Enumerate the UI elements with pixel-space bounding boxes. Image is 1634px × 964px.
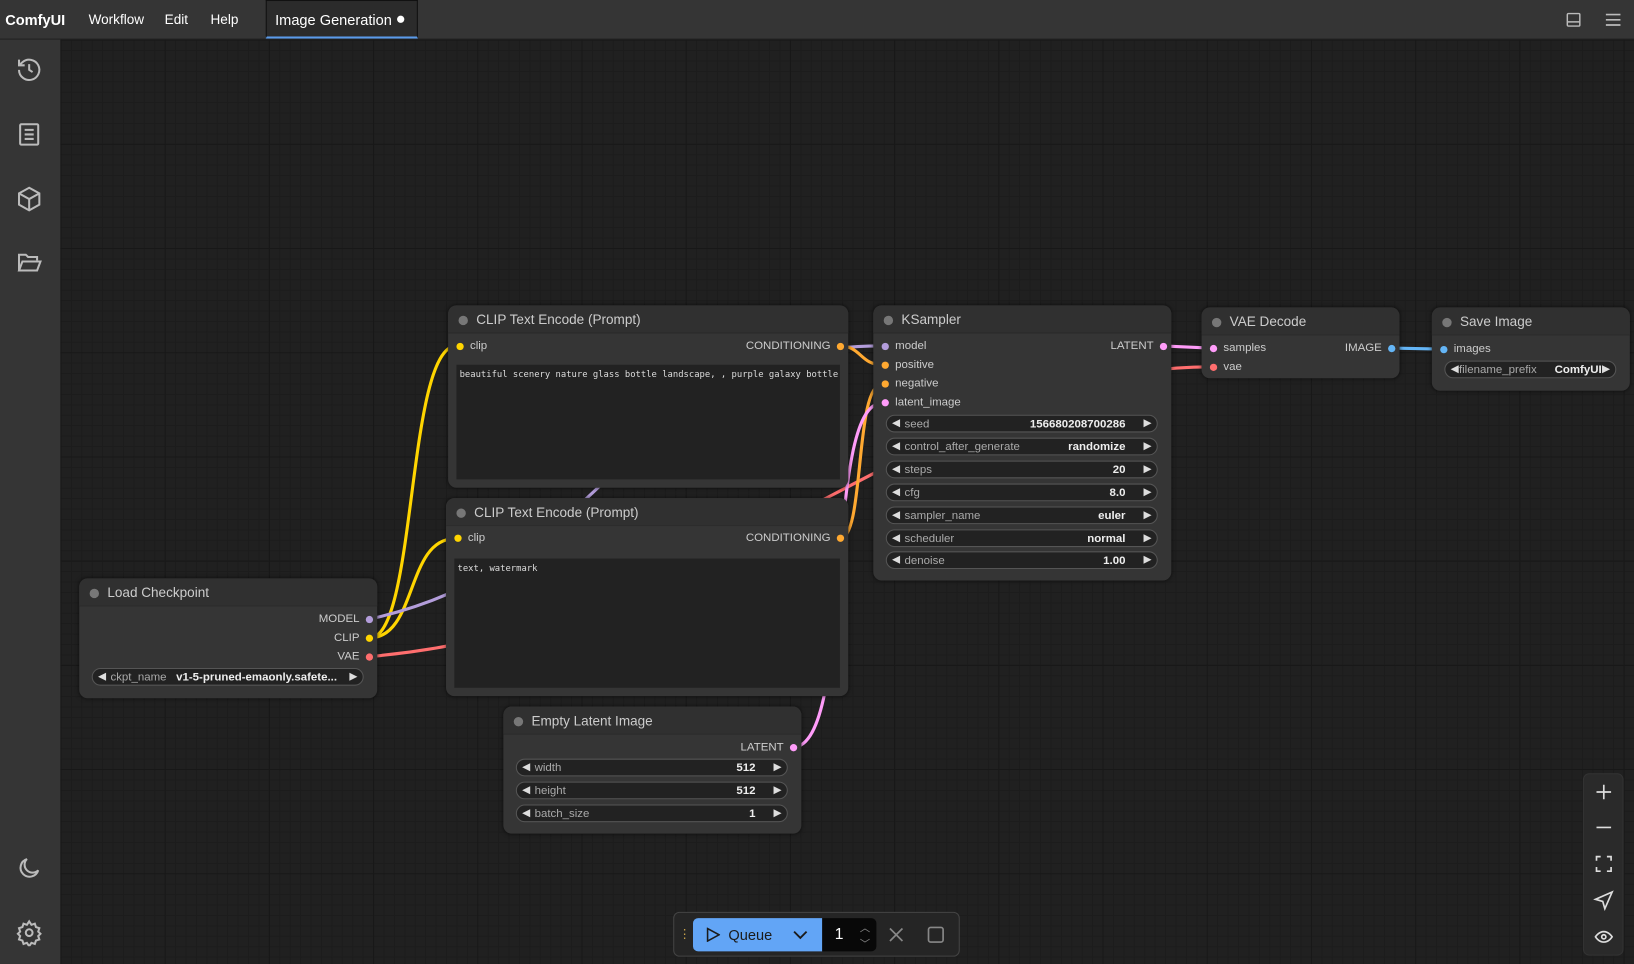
app-logo: ComfyUI [5,11,66,29]
widget-ckpt-name[interactable]: ckpt_name v1-5-pruned-emaonly.safete... [91,667,364,686]
node-vae-decode[interactable]: VAE Decode samples vae IMAGE [1201,307,1400,379]
input-slot-positive[interactable]: positive [877,358,934,373]
prompt-textarea[interactable]: text, watermark [454,558,840,688]
node-library-icon[interactable] [16,121,43,148]
output-slot-latent[interactable]: LATENT [1111,340,1172,355]
output-slot-conditioning[interactable]: CONDITIONING [746,340,848,355]
drag-handle-icon[interactable]: ⋮ [678,926,691,942]
top-menubar: ComfyUI Workflow Edit Help Image Generat… [0,0,1634,40]
input-slot-clip[interactable]: clip [452,340,487,355]
output-slot-latent[interactable]: LATENT [741,741,802,756]
canvas-controls [1582,773,1624,956]
settings-gear-icon[interactable] [16,919,43,947]
unsaved-dot-icon [397,15,405,23]
chevron-down-icon[interactable] [793,929,808,942]
input-slot-negative[interactable]: negative [877,377,939,392]
node-title[interactable]: CLIP Text Encode (Prompt) [448,305,849,334]
node-load-checkpoint[interactable]: Load Checkpoint MODEL CLIP VAE ckpt_name… [79,578,378,699]
history-icon[interactable] [16,56,43,83]
output-slot-vae[interactable]: VAE [337,650,377,665]
node-title[interactable]: Save Image [1431,307,1630,336]
queue-label: Queue [728,926,773,944]
toggle-links-eye-icon[interactable] [1593,926,1614,947]
theme-moon-icon[interactable] [16,855,43,882]
output-slot-model[interactable]: MODEL [319,613,377,628]
link-clip-pos [369,344,457,640]
tab-image-generation[interactable]: Image Generation [265,0,418,39]
zoom-in-plus-icon[interactable] [1593,782,1614,803]
increment-icon[interactable]: ︿ [859,923,871,935]
node-title[interactable]: Empty Latent Image [503,706,802,735]
node-title[interactable]: VAE Decode [1201,307,1400,336]
node-ksampler[interactable]: KSampler model positive negative latent_… [873,305,1172,581]
input-slot-latent-image[interactable]: latent_image [877,396,961,411]
node-clip-text-encode-negative[interactable]: CLIP Text Encode (Prompt) clip CONDITION… [446,498,849,697]
zoom-out-minus-icon[interactable] [1593,817,1614,838]
prompt-textarea[interactable]: beautiful scenery nature glass bottle la… [456,364,840,480]
menu-workflow[interactable]: Workflow [88,11,145,28]
node-clip-text-encode-positive[interactable]: CLIP Text Encode (Prompt) clip CONDITION… [448,305,849,488]
output-slot-clip[interactable]: CLIP [334,632,377,647]
node-title[interactable]: Load Checkpoint [79,578,378,607]
hamburger-menu-icon[interactable] [1604,10,1623,29]
input-slot-vae[interactable]: vae [1206,361,1242,376]
link-clip-neg [369,537,455,640]
model-library-cube-icon[interactable] [16,185,43,212]
cancel-x-icon[interactable] [889,927,904,942]
select-mode-navigate-icon[interactable] [1593,890,1614,911]
queue-toolbar: ⋮ Queue 1 ︿ ﹀ [673,911,960,957]
sidebar [0,39,61,964]
input-slot-model[interactable]: model [877,340,926,355]
node-title[interactable]: KSampler [873,305,1172,334]
input-slot-clip[interactable]: clip [450,531,485,546]
output-slot-image[interactable]: IMAGE [1345,342,1400,357]
menu-help[interactable]: Help [210,11,239,28]
menu-edit[interactable]: Edit [164,11,189,28]
decrement-icon[interactable]: ﹀ [859,938,871,951]
tab-label: Image Generation [275,11,392,29]
workflows-folder-icon[interactable] [16,249,43,276]
play-icon [706,927,721,943]
stop-square-icon[interactable] [927,926,944,943]
panel-toggle-icon[interactable] [1564,10,1583,29]
node-title[interactable]: CLIP Text Encode (Prompt) [446,498,849,527]
output-slot-conditioning[interactable]: CONDITIONING [746,531,848,546]
input-slot-images[interactable]: images [1436,343,1491,358]
queue-button[interactable]: Queue [692,918,823,952]
input-slot-samples[interactable]: samples [1206,342,1266,357]
fit-view-icon[interactable] [1593,853,1614,874]
batch-count-input[interactable]: 1 ︿ ﹀ [822,918,877,952]
